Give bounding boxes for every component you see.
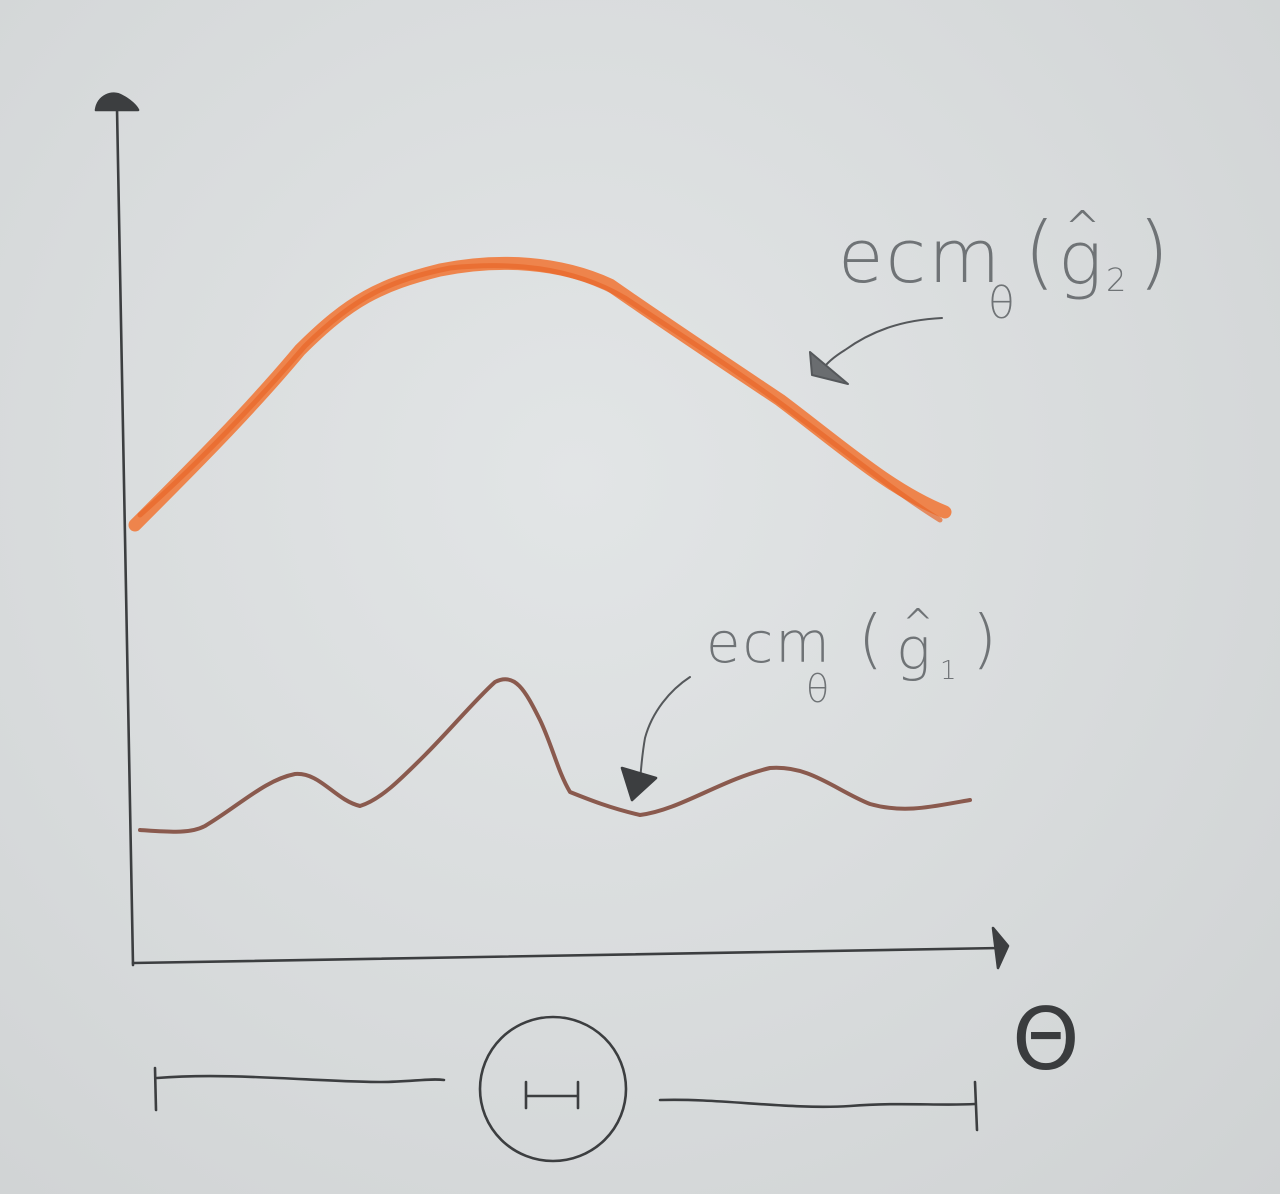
curve-g1-label-subscript: θ — [806, 667, 830, 711]
x-axis-line — [131, 946, 1002, 965]
curve-g1 — [138, 677, 972, 834]
g2-pointer-arrow — [821, 317, 943, 371]
curve-g1-label-letter: g — [896, 615, 931, 683]
y-axis-arrowhead-icon — [94, 92, 140, 112]
curve-g1-label-open-paren: ( — [858, 603, 883, 677]
g2-arrowhead-icon — [809, 351, 849, 385]
curve-g2-label: ecm θ ( ^ g 2 ) — [838, 205, 1218, 332]
x-axis-label: Θ — [1012, 990, 1080, 1090]
domain-bracket-right-tick — [973, 1080, 979, 1132]
curve-g2-label-open-paren: ( — [1024, 205, 1056, 298]
g1-pointer-arrow — [639, 676, 691, 783]
curve-g2-label-letter: g — [1058, 216, 1103, 302]
curve-g1-label-hat: ^ — [902, 601, 934, 645]
curve-g2-label-subscript: θ — [988, 278, 1015, 329]
domain-circle-inner-bar — [524, 1080, 580, 1110]
curve-g1-label: ecm θ ( ^ g 1 ) — [706, 603, 1026, 718]
domain-bracket-left-tick — [153, 1066, 158, 1112]
curve-g1-label-prefix: ecm — [706, 611, 832, 676]
g1-arrowhead-icon — [620, 766, 658, 802]
curve-g2 — [128, 256, 952, 532]
x-axis-arrowhead-icon — [991, 926, 1010, 970]
domain-bracket-right-line — [658, 1098, 977, 1109]
curve-g2-label-close-paren: ) — [1138, 205, 1170, 298]
curve-g2-stroke-shading — [137, 263, 943, 523]
curve-g1-label-close-paren: ) — [972, 603, 997, 677]
y-axis-line — [115, 106, 135, 967]
curve-g2-label-hat: ^ — [1064, 202, 1101, 253]
curve-g1-label-index: 1 — [940, 656, 957, 686]
domain-bracket-left-line — [155, 1074, 446, 1084]
curve-g2-label-prefix: ecm — [838, 214, 1003, 300]
curve-g2-label-index: 2 — [1106, 261, 1127, 299]
domain-circle — [478, 1015, 628, 1163]
